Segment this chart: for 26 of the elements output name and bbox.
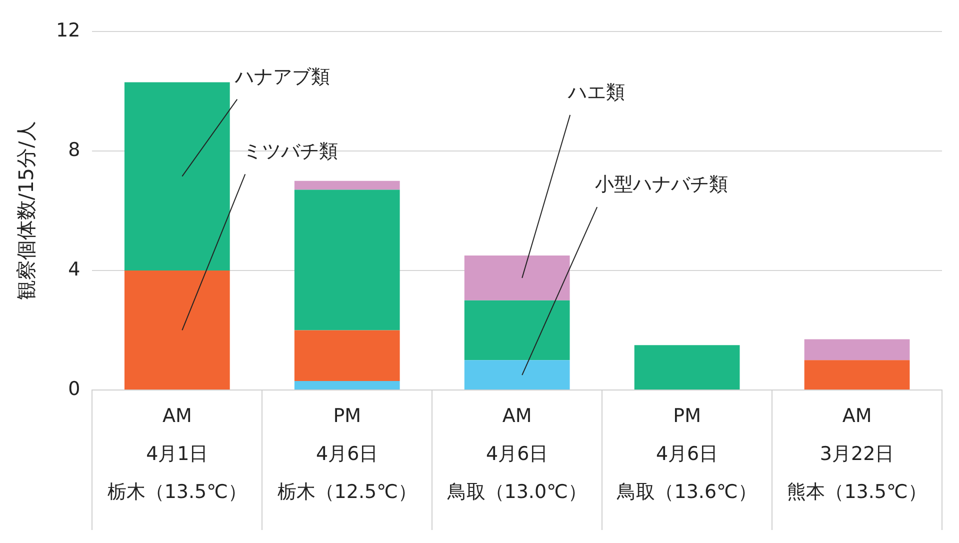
bar [464,360,570,390]
y-tick-label: 8 [68,138,80,161]
text: ハエ類 [567,81,626,104]
y-axis-title: 観察個体数/15分/人 [14,121,38,300]
y-tick-label: 12 [56,19,80,42]
y-tick-label: 4 [68,258,80,280]
x-tick-label: AM 4月1日栃木（13.5℃） [107,404,247,503]
bar [124,82,230,270]
bar [294,330,400,382]
x-tick-label: AM 4月6日鳥取（13.0℃） [446,404,587,503]
text: ミツバチ類 [243,140,338,163]
bar [804,360,910,390]
bar [294,190,400,330]
bar [294,180,400,190]
bar [464,256,570,300]
x-tick-label: PM 4月6日栃木（12.5℃） [277,404,417,503]
bar [804,339,910,360]
y-tick-label: 0 [68,378,80,400]
bar [124,270,230,390]
x-tick-label: PM 4月6日鳥取（13.6℃） [616,404,757,503]
x-tick-label: AM 3月22日熊本（13.5℃） [787,404,927,503]
text: 小型ハナバチ類 [595,173,728,196]
bar [464,300,570,360]
bar [294,381,400,390]
bar [634,345,740,390]
series-label: ハナアブ類 [234,66,330,88]
